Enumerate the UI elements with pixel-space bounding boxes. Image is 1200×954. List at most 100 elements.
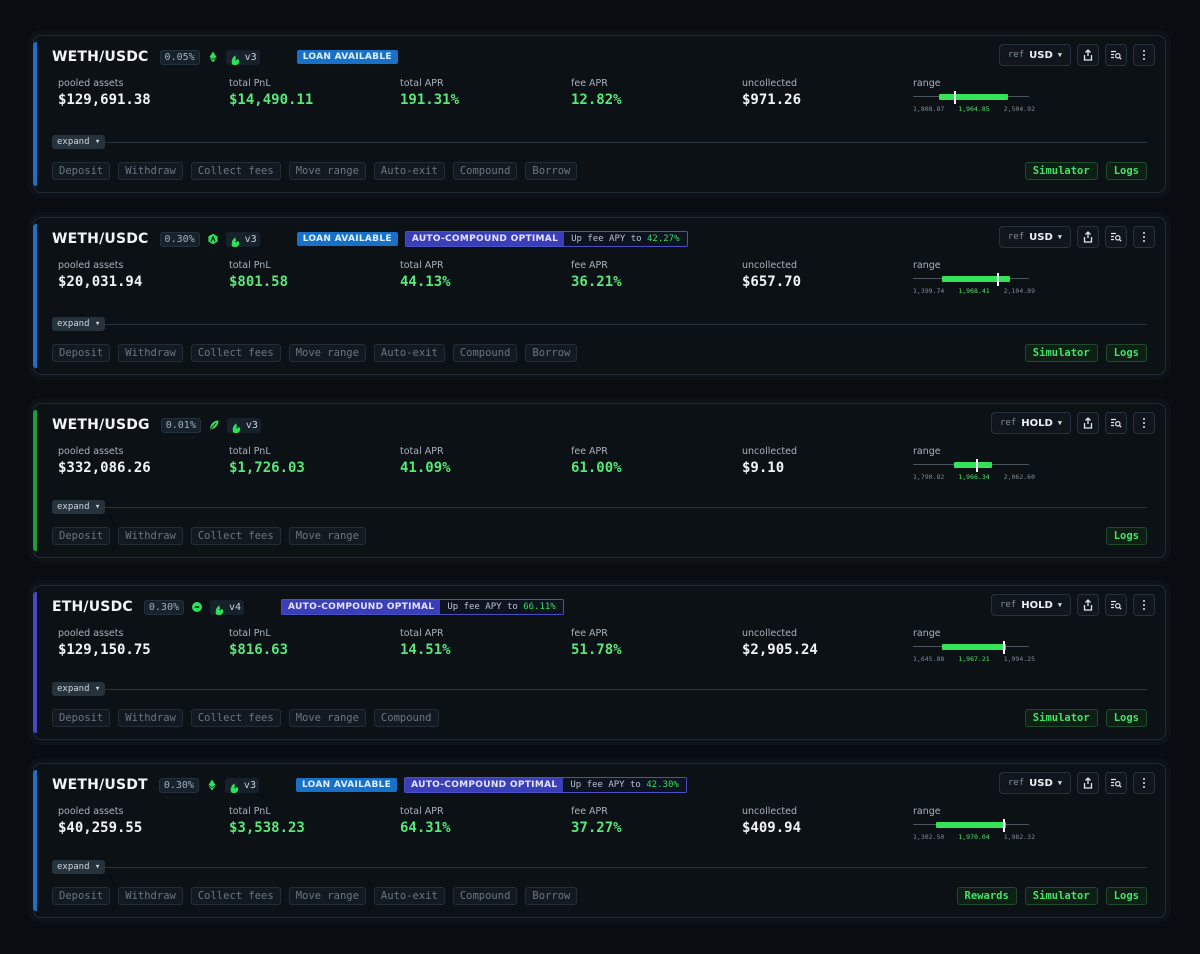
share-button[interactable] (1077, 594, 1099, 616)
logs-button[interactable]: Logs (1105, 527, 1147, 545)
deposit-button[interactable]: Deposit (52, 162, 111, 180)
position-card: WETH/USDC 0.05% v3 LOAN AVAILABLE ref USD ▼ poo… (33, 35, 1166, 193)
total-pnl: total PnL $816.63 (229, 628, 288, 658)
expand-row: expand ▾ (52, 317, 1147, 331)
logs-button[interactable]: Logs (1105, 162, 1147, 180)
collect-fees-button[interactable]: Collect fees (190, 162, 281, 180)
withdraw-button[interactable]: Withdraw (118, 344, 183, 362)
search-button[interactable] (1105, 772, 1127, 794)
move-range-button[interactable]: Move range (288, 344, 366, 362)
expand-button[interactable]: expand ▾ (52, 500, 106, 514)
expand-button[interactable]: expand ▾ (52, 135, 106, 149)
pooled-assets-label: pooled assets (58, 446, 124, 457)
deposit-button[interactable]: Deposit (52, 709, 111, 727)
auto-compound-label: AUTO-COMPOUND OPTIMAL (282, 600, 441, 614)
reference-currency-select[interactable]: ref USD ▼ (998, 44, 1071, 66)
logs-button[interactable]: Logs (1105, 344, 1147, 362)
auto-compound-tag[interactable]: AUTO-COMPOUND OPTIMAL Up fee APY to 66.11… (281, 599, 564, 615)
compound-button[interactable]: Compound (452, 344, 518, 362)
collect-fees-button[interactable]: Collect fees (190, 344, 281, 362)
range-ticks: 1,302.50 1,970.04 1,982.32 (913, 833, 1035, 841)
pair-name[interactable]: WETH/USDC (52, 231, 149, 247)
pair-name[interactable]: WETH/USDC (52, 49, 149, 65)
search-button[interactable] (1105, 226, 1127, 248)
uncollected-fees: uncollected $409.94 (742, 806, 801, 836)
protocol-version: v3 (243, 779, 256, 791)
auto-exit-button[interactable]: Auto-exit (373, 344, 445, 362)
rewards-button[interactable]: Rewards (956, 887, 1017, 905)
search-button[interactable] (1105, 594, 1127, 616)
pair-name[interactable]: ETH/USDC (52, 599, 133, 615)
more-button[interactable] (1133, 594, 1155, 616)
share-button[interactable] (1077, 412, 1099, 434)
primary-actions: Simulator Logs (1024, 344, 1147, 362)
reference-currency-select[interactable]: ref USD ▼ (998, 772, 1071, 794)
share-button[interactable] (1077, 772, 1099, 794)
ref-value: USD (1029, 777, 1053, 789)
compound-button[interactable]: Compound (452, 887, 518, 905)
reference-currency-select[interactable]: ref HOLD ▼ (990, 412, 1071, 434)
reference-currency-select[interactable]: ref HOLD ▼ (990, 594, 1071, 616)
move-range-button[interactable]: Move range (288, 162, 366, 180)
simulator-button[interactable]: Simulator (1024, 162, 1098, 180)
more-icon (1138, 599, 1150, 611)
simulator-button[interactable]: Simulator (1024, 344, 1098, 362)
total-pnl-value: $14,490.11 (229, 92, 314, 108)
collect-fees-button[interactable]: Collect fees (190, 709, 281, 727)
withdraw-button[interactable]: Withdraw (118, 709, 183, 727)
withdraw-button[interactable]: Withdraw (118, 527, 183, 545)
pair-name[interactable]: WETH/USDG (52, 417, 150, 433)
logs-button[interactable]: Logs (1105, 887, 1147, 905)
borrow-button[interactable]: Borrow (525, 887, 578, 905)
reference-currency-select[interactable]: ref USD ▼ (998, 226, 1071, 248)
simulator-button[interactable]: Simulator (1024, 709, 1098, 727)
ethereum-icon (206, 779, 218, 791)
compound-button[interactable]: Compound (452, 162, 518, 180)
uncollected-fees: uncollected $657.70 (742, 260, 801, 290)
expand-button[interactable]: expand ▾ (52, 682, 106, 696)
expand-button[interactable]: expand ▾ (52, 317, 106, 331)
auto-compound-tag[interactable]: AUTO-COMPOUND OPTIMAL Up fee APY to 42.27… (404, 231, 688, 247)
ref-value: HOLD (1021, 599, 1053, 611)
withdraw-button[interactable]: Withdraw (118, 887, 183, 905)
current-price-marker (996, 273, 999, 286)
deposit-button[interactable]: Deposit (52, 527, 111, 545)
withdraw-button[interactable]: Withdraw (118, 162, 183, 180)
range-low: 1,790.82 (913, 473, 945, 481)
card-header: WETH/USDG 0.01% v3 (52, 414, 261, 436)
current-price-marker (1003, 819, 1006, 832)
share-button[interactable] (1077, 226, 1099, 248)
move-range-button[interactable]: Move range (288, 709, 366, 727)
borrow-button[interactable]: Borrow (525, 162, 578, 180)
borrow-button[interactable]: Borrow (525, 344, 578, 362)
collect-fees-button[interactable]: Collect fees (190, 527, 281, 545)
pair-name[interactable]: WETH/USDT (52, 777, 148, 793)
more-button[interactable] (1133, 412, 1155, 434)
auto-compound-tag[interactable]: AUTO-COMPOUND OPTIMAL Up fee APY to 42.30… (404, 777, 687, 793)
logs-button[interactable]: Logs (1105, 709, 1147, 727)
more-button[interactable] (1133, 44, 1155, 66)
leaf-icon (208, 419, 220, 431)
fee-apr-label: fee APR (571, 260, 608, 271)
move-range-button[interactable]: Move range (288, 887, 366, 905)
deposit-button[interactable]: Deposit (52, 344, 111, 362)
share-button[interactable] (1077, 44, 1099, 66)
more-button[interactable] (1133, 226, 1155, 248)
move-range-button[interactable]: Move range (288, 527, 366, 545)
deposit-button[interactable]: Deposit (52, 887, 111, 905)
range-fill (938, 94, 1009, 100)
search-button[interactable] (1105, 412, 1127, 434)
simulator-button[interactable]: Simulator (1024, 887, 1098, 905)
more-button[interactable] (1133, 772, 1155, 794)
total-pnl: total PnL $3,538.23 (229, 806, 305, 836)
circle-icon (191, 601, 203, 613)
collect-fees-button[interactable]: Collect fees (190, 887, 281, 905)
card-accent-bar (33, 592, 37, 733)
range-label: range (913, 628, 941, 639)
auto-exit-button[interactable]: Auto-exit (373, 162, 445, 180)
expand-button[interactable]: expand ▾ (52, 860, 106, 874)
auto-exit-button[interactable]: Auto-exit (373, 887, 445, 905)
compound-button[interactable]: Compound (373, 709, 439, 727)
apy-text: Up fee APY to (571, 234, 642, 244)
search-button[interactable] (1105, 44, 1127, 66)
